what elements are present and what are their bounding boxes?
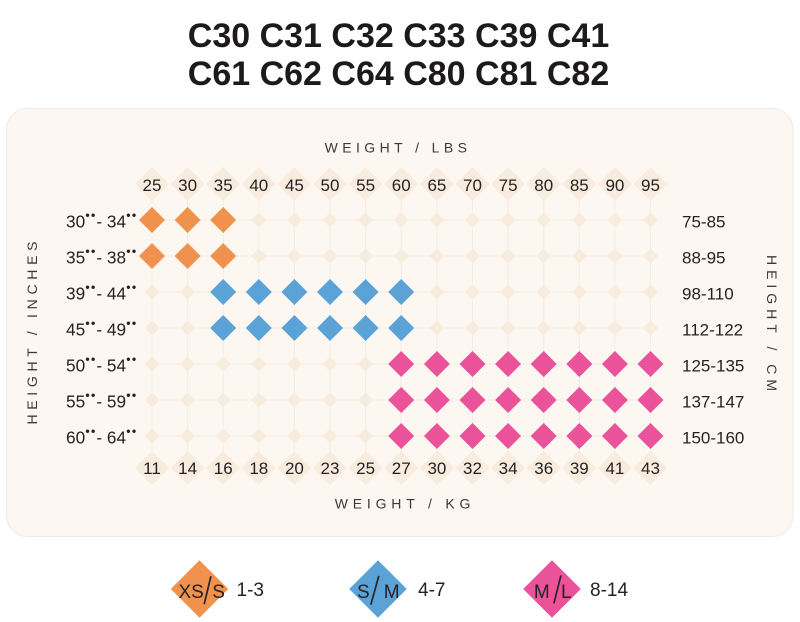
svg-text:60●●- 64●●: 60●●- 64●● [66, 426, 137, 447]
svg-text:XS: XS [178, 582, 203, 603]
svg-text:4-7: 4-7 [418, 580, 445, 601]
svg-text:90: 90 [605, 176, 624, 195]
svg-text:S: S [212, 582, 225, 603]
svg-text:C30 C31 C32 C33 C39 C41: C30 C31 C32 C33 C39 C41 [188, 17, 609, 55]
svg-text:WEIGHT / KG: WEIGHT / KG [335, 496, 475, 512]
svg-text:C61 C62 C64 C80 C81 C82: C61 C62 C64 C80 C81 C82 [188, 55, 609, 93]
svg-text:45●●- 49●●: 45●●- 49●● [66, 318, 137, 339]
svg-text:43: 43 [641, 459, 660, 478]
svg-text:30: 30 [178, 176, 197, 195]
svg-text:20: 20 [285, 459, 304, 478]
svg-text:16: 16 [214, 459, 233, 478]
svg-text:1-3: 1-3 [237, 580, 264, 601]
svg-text:M: M [384, 582, 400, 603]
svg-text:30: 30 [427, 459, 446, 478]
svg-text:14: 14 [178, 459, 197, 478]
svg-text:80: 80 [534, 176, 553, 195]
svg-text:70: 70 [463, 176, 482, 195]
svg-text:50: 50 [321, 176, 340, 195]
svg-text:11: 11 [143, 459, 161, 478]
svg-text:75: 75 [499, 176, 518, 195]
svg-text:32: 32 [463, 459, 482, 478]
svg-text:36: 36 [534, 459, 553, 478]
svg-text:50●●- 54●●: 50●●- 54●● [66, 354, 137, 375]
svg-text:WEIGHT / LBS: WEIGHT / LBS [325, 140, 472, 156]
svg-text:39●●- 44●●: 39●●- 44●● [66, 282, 137, 303]
svg-text:95: 95 [641, 176, 660, 195]
svg-text:S: S [357, 582, 370, 603]
svg-text:M: M [534, 582, 550, 603]
svg-text:30●●- 34●●: 30●●- 34●● [66, 210, 137, 231]
svg-text:34: 34 [499, 459, 518, 478]
svg-text:75-85: 75-85 [682, 213, 725, 232]
svg-text:112-122: 112-122 [682, 321, 743, 340]
svg-text:125-135: 125-135 [682, 357, 744, 376]
svg-text:HEIGHT / INCHES: HEIGHT / INCHES [24, 237, 40, 425]
svg-text:45: 45 [285, 176, 304, 195]
svg-text:39: 39 [570, 459, 589, 478]
svg-text:25: 25 [143, 176, 162, 195]
svg-text:8-14: 8-14 [590, 580, 628, 601]
svg-text:23: 23 [321, 459, 340, 478]
svg-text:40: 40 [249, 176, 268, 195]
svg-text:41: 41 [605, 459, 624, 478]
svg-text:35: 35 [214, 176, 233, 195]
svg-text:98-110: 98-110 [682, 285, 734, 304]
svg-text:137-147: 137-147 [682, 393, 744, 412]
svg-text:18: 18 [249, 459, 268, 478]
svg-text:27: 27 [392, 459, 411, 478]
svg-text:60: 60 [392, 176, 411, 195]
svg-text:55: 55 [356, 176, 375, 195]
svg-text:25: 25 [356, 459, 375, 478]
svg-text:35●●- 38●●: 35●●- 38●● [66, 246, 137, 267]
svg-text:65: 65 [427, 176, 446, 195]
svg-text:88-95: 88-95 [682, 249, 725, 268]
svg-text:L: L [561, 582, 572, 603]
svg-text:HEIGHT / CM: HEIGHT / CM [764, 255, 780, 396]
svg-text:85: 85 [570, 176, 589, 195]
svg-text:55●●- 59●●: 55●●- 59●● [66, 390, 137, 411]
svg-text:150-160: 150-160 [682, 429, 744, 448]
